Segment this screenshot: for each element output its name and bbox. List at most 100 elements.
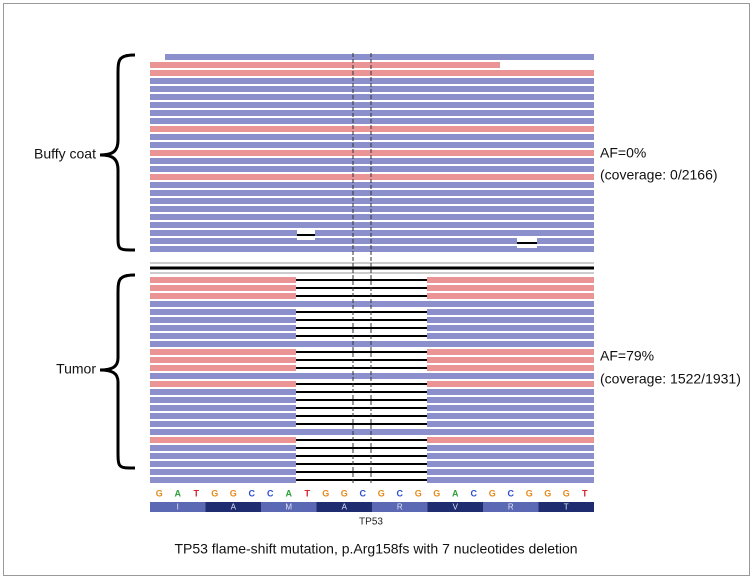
amino-acid: A — [342, 503, 348, 512]
amino-acid: R — [508, 503, 514, 512]
read — [427, 437, 594, 443]
read — [427, 349, 594, 355]
read — [150, 142, 594, 148]
base: G — [415, 488, 422, 498]
read — [150, 373, 594, 379]
read — [150, 453, 296, 459]
figure: Buffy coat Tumor AF=0% (coverage: 0/2166… — [0, 0, 753, 579]
read — [150, 437, 296, 443]
read — [427, 461, 594, 467]
base: G — [211, 488, 218, 498]
read — [150, 78, 594, 84]
amino-acid: M — [285, 503, 292, 512]
read — [427, 293, 594, 299]
read — [150, 477, 296, 483]
read — [150, 102, 594, 108]
read — [150, 182, 594, 188]
base: G — [433, 488, 440, 498]
page: {"labels": {"buffy": "Buffy coat", "tumo… — [0, 0, 753, 579]
read — [150, 94, 594, 100]
read — [150, 301, 594, 307]
base: G — [544, 488, 551, 498]
base: T — [305, 488, 311, 498]
read — [150, 325, 296, 331]
base: G — [526, 488, 533, 498]
read — [150, 421, 296, 427]
read — [150, 413, 296, 419]
read — [427, 357, 594, 363]
read — [150, 198, 594, 204]
read — [150, 118, 594, 124]
read — [150, 230, 594, 236]
base: G — [341, 488, 348, 498]
read — [150, 150, 594, 156]
caption: TP53 flame-shift mutation, p.Arg158fs wi… — [174, 541, 577, 557]
read — [427, 421, 594, 427]
read — [150, 285, 296, 291]
base: A — [286, 488, 293, 498]
read — [150, 293, 296, 299]
read — [427, 277, 594, 283]
read — [150, 341, 594, 347]
read — [150, 277, 296, 283]
base: T — [582, 488, 588, 498]
base: G — [489, 488, 496, 498]
read — [150, 110, 594, 116]
coverage-label: (coverage: 1522/1931) — [600, 371, 741, 387]
read — [150, 445, 296, 451]
amino-acid: T — [564, 503, 569, 512]
base: A — [452, 488, 459, 498]
read — [427, 325, 594, 331]
read — [150, 469, 296, 475]
read — [150, 405, 296, 411]
read — [150, 190, 594, 196]
read — [427, 405, 594, 411]
read — [150, 365, 296, 371]
read — [150, 381, 296, 387]
sample-label: Buffy coat — [34, 146, 96, 162]
base: C — [267, 488, 274, 498]
af-label: AF=0% — [600, 145, 646, 161]
read — [150, 206, 594, 212]
base: T — [194, 488, 200, 498]
af-label: AF=79% — [600, 348, 654, 364]
read — [427, 365, 594, 371]
base: C — [249, 488, 256, 498]
amino-acid: I — [177, 503, 179, 512]
read — [427, 453, 594, 459]
read — [150, 86, 594, 92]
read — [427, 309, 594, 315]
read — [150, 461, 296, 467]
read — [150, 222, 594, 228]
read — [150, 174, 594, 180]
read — [150, 62, 500, 68]
read — [427, 397, 594, 403]
read — [150, 70, 594, 76]
base: A — [175, 488, 182, 498]
read — [150, 166, 594, 172]
base: C — [360, 488, 367, 498]
read — [165, 54, 594, 60]
read — [150, 397, 296, 403]
read — [150, 214, 594, 220]
gene-label: TP53 — [359, 517, 383, 528]
read — [150, 134, 594, 140]
read — [427, 413, 594, 419]
base: C — [508, 488, 515, 498]
read — [427, 469, 594, 475]
read — [427, 333, 594, 339]
read — [150, 317, 296, 323]
read — [150, 389, 296, 395]
read — [427, 445, 594, 451]
read — [150, 158, 594, 164]
read — [150, 333, 296, 339]
base: C — [397, 488, 404, 498]
amino-acid: A — [231, 503, 237, 512]
base: C — [471, 488, 478, 498]
read — [150, 349, 296, 355]
amino-acid: V — [453, 503, 459, 512]
base: G — [378, 488, 385, 498]
read — [427, 317, 594, 323]
base: G — [230, 488, 237, 498]
read — [150, 429, 594, 435]
